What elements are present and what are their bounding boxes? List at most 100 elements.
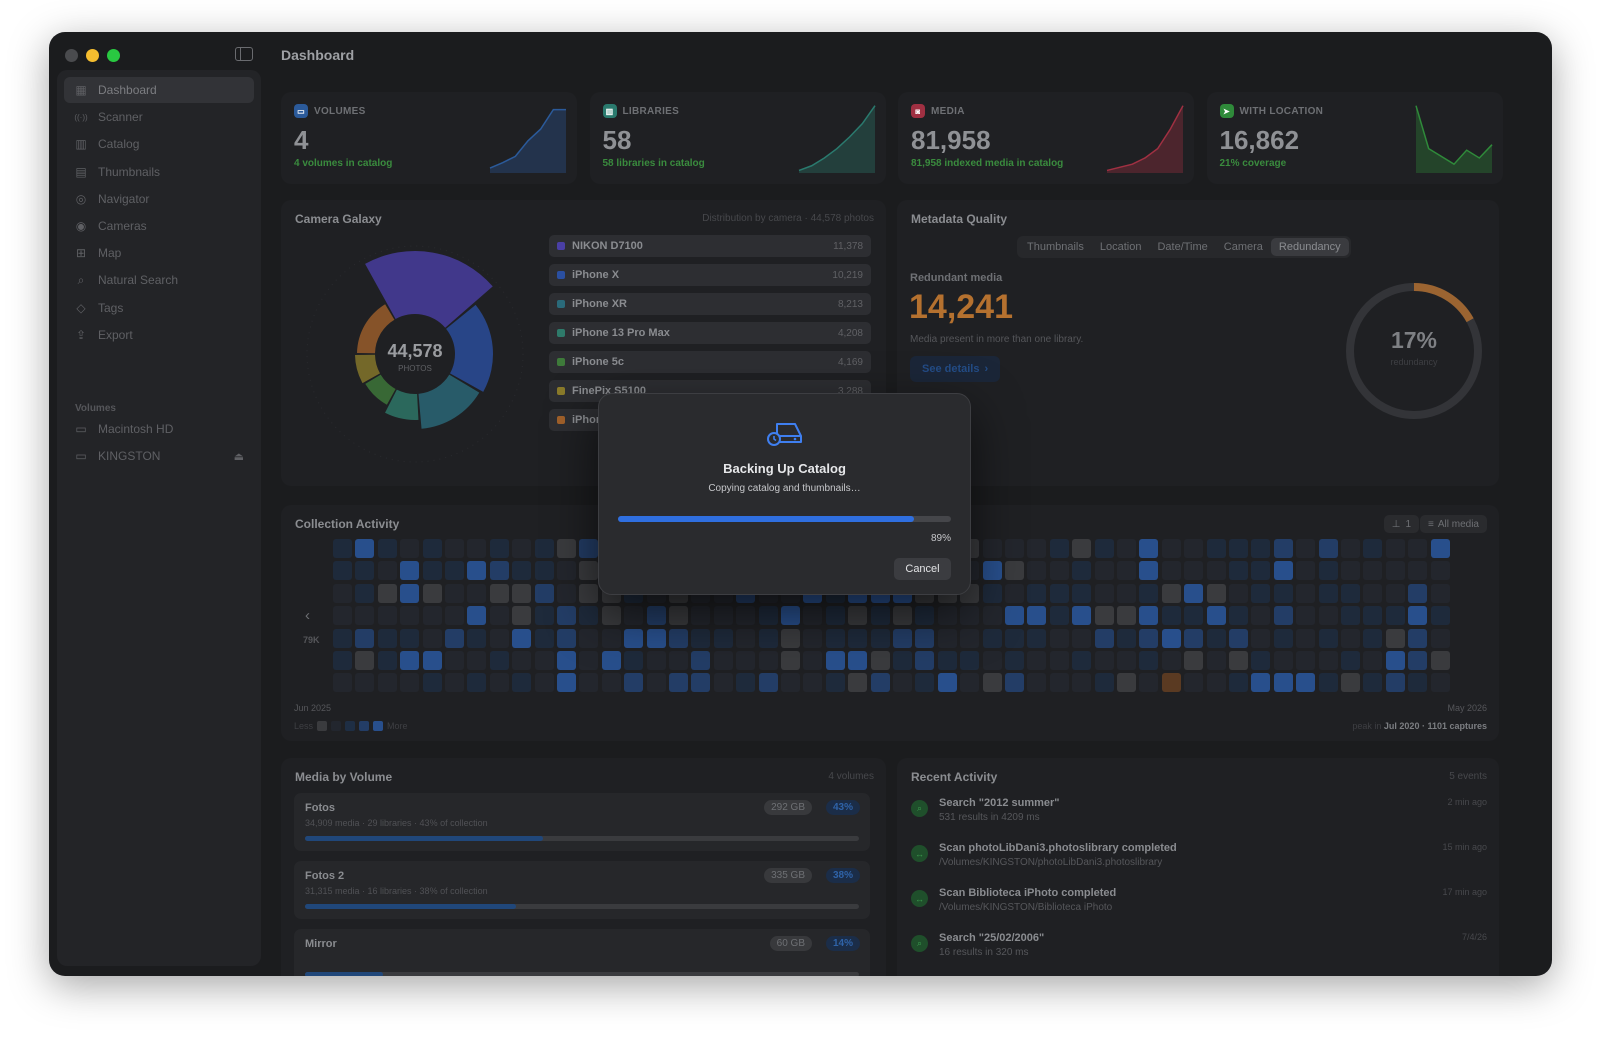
heatmap-cell[interactable]: [400, 539, 420, 558]
heatmap-cell[interactable]: [1408, 561, 1428, 581]
volume-item[interactable]: Fotos 2 31,315 media · 16 libraries · 38%…: [294, 861, 870, 919]
heatmap-cell[interactable]: [1049, 606, 1069, 626]
heatmap-cell[interactable]: [1206, 651, 1226, 670]
heatmap-cell[interactable]: [1161, 606, 1181, 626]
heatmap-cell[interactable]: [1049, 673, 1069, 693]
heatmap-cell[interactable]: [489, 606, 509, 626]
heatmap-cell[interactable]: [870, 651, 890, 670]
donut-slice[interactable]: [446, 304, 493, 392]
activity-item[interactable]: ⌕ Search "25/02/2006" 16 results in 320 ms…: [911, 932, 1487, 972]
heatmap-cell[interactable]: [669, 606, 688, 626]
heatmap-cell[interactable]: [960, 628, 980, 648]
heatmap-cell[interactable]: [646, 651, 666, 670]
heatmap-cell[interactable]: [467, 628, 487, 648]
heatmap-cell[interactable]: [893, 606, 912, 626]
heatmap-cell[interactable]: [1161, 583, 1181, 603]
heatmap-cell[interactable]: [1027, 606, 1047, 626]
heatmap-cell[interactable]: [825, 673, 845, 693]
heatmap-cell[interactable]: [1318, 583, 1338, 603]
heatmap-cell[interactable]: [691, 651, 711, 670]
heatmap-cell[interactable]: [1229, 539, 1248, 558]
heatmap-cell[interactable]: [333, 606, 352, 626]
minimize-window-button[interactable]: [86, 49, 99, 62]
heatmap-cell[interactable]: [1049, 539, 1069, 558]
heatmap-cell[interactable]: [713, 606, 733, 626]
heatmap-cell[interactable]: [669, 673, 688, 693]
heatmap-cell[interactable]: [377, 673, 397, 693]
heatmap-cell[interactable]: [758, 606, 778, 626]
heatmap-cell[interactable]: [1049, 628, 1069, 648]
heatmap-cell[interactable]: [1385, 583, 1405, 603]
heatmap-cell[interactable]: [1005, 628, 1024, 648]
heatmap-cell[interactable]: [915, 628, 935, 648]
heatmap-cell[interactable]: [803, 606, 823, 626]
heatmap-cell[interactable]: [1094, 539, 1114, 558]
tab-location[interactable]: Location: [1099, 241, 1142, 253]
heatmap-cell[interactable]: [1251, 628, 1271, 648]
heatmap-cell[interactable]: [1072, 583, 1092, 603]
heatmap-cell[interactable]: [557, 673, 576, 693]
heatmap-cell[interactable]: [400, 673, 420, 693]
heatmap-cell[interactable]: [1161, 651, 1181, 670]
heatmap-cell[interactable]: [1094, 561, 1114, 581]
heatmap-cell[interactable]: [1318, 651, 1338, 670]
heatmap-cell[interactable]: [445, 561, 464, 581]
heatmap-cell[interactable]: [1139, 606, 1159, 626]
heatmap-cell[interactable]: [1229, 606, 1248, 626]
heatmap-cell[interactable]: [400, 651, 420, 670]
heatmap-cell[interactable]: [781, 651, 800, 670]
heatmap-cell[interactable]: [937, 651, 957, 670]
heatmap-cell[interactable]: [1229, 651, 1248, 670]
heatmap-cell[interactable]: [736, 606, 756, 626]
heatmap-cell[interactable]: [534, 651, 554, 670]
heatmap-cell[interactable]: [1139, 673, 1159, 693]
heatmap-cell[interactable]: [893, 628, 912, 648]
heatmap-cell[interactable]: [1318, 606, 1338, 626]
heatmap-cell[interactable]: [422, 539, 442, 558]
heatmap-cell[interactable]: [1273, 673, 1293, 693]
tab-thumbnails[interactable]: Thumbnails: [1027, 241, 1084, 253]
heatmap-cell[interactable]: [1117, 539, 1136, 558]
heatmap-cell[interactable]: [1206, 539, 1226, 558]
heatmap-cell[interactable]: [422, 651, 442, 670]
heatmap-cell[interactable]: [893, 651, 912, 670]
heatmap-cell[interactable]: [893, 673, 912, 693]
heatmap-cell[interactable]: [355, 606, 375, 626]
heatmap-cell[interactable]: [1385, 606, 1405, 626]
heatmap-cell[interactable]: [1363, 561, 1383, 581]
heatmap-cell[interactable]: [1341, 539, 1360, 558]
heatmap-cell[interactable]: [1251, 539, 1271, 558]
heatmap-cell[interactable]: [422, 606, 442, 626]
tab-camera[interactable]: Camera: [1223, 241, 1263, 253]
heatmap-cell[interactable]: [1385, 539, 1405, 558]
heatmap-cell[interactable]: [1273, 583, 1293, 603]
camera-row[interactable]: iPhone 13 Pro Max 4,208: [549, 322, 871, 344]
heatmap-cell[interactable]: [1296, 606, 1316, 626]
heatmap-cell[interactable]: [489, 539, 509, 558]
heatmap-cell[interactable]: [601, 606, 621, 626]
tab-date-time[interactable]: Date/Time: [1157, 241, 1208, 253]
heatmap-cell[interactable]: [1251, 651, 1271, 670]
tab-redundancy[interactable]: Redundancy: [1270, 238, 1349, 256]
heatmap-cell[interactable]: [1094, 628, 1114, 648]
sidebar-item-natural-search[interactable]: ⌕ Natural Search: [64, 267, 254, 293]
heatmap-cell[interactable]: [1161, 628, 1181, 648]
heatmap-cell[interactable]: [557, 539, 576, 558]
heatmap-cell[interactable]: [1117, 628, 1136, 648]
heatmap-cell[interactable]: [1273, 561, 1293, 581]
heatmap-cell[interactable]: [445, 539, 464, 558]
heatmap-cell[interactable]: [1072, 628, 1092, 648]
heatmap-cell[interactable]: [422, 583, 442, 603]
heatmap-cell[interactable]: [400, 561, 420, 581]
heatmap-cell[interactable]: [557, 561, 576, 581]
heatmap-cell[interactable]: [422, 673, 442, 693]
heatmap-cell[interactable]: [1005, 539, 1024, 558]
close-window-button[interactable]: [65, 49, 78, 62]
heatmap-cell[interactable]: [1363, 583, 1383, 603]
heatmap-cell[interactable]: [1094, 673, 1114, 693]
activity-item[interactable]: ⌕ Search "2012 summer" 531 results in 4209…: [911, 797, 1487, 837]
heatmap-cell[interactable]: [579, 539, 599, 558]
heatmap-cell[interactable]: [1296, 651, 1316, 670]
heatmap-cell[interactable]: [758, 628, 778, 648]
sidebar-item-tags[interactable]: ◇ Tags: [64, 295, 254, 321]
